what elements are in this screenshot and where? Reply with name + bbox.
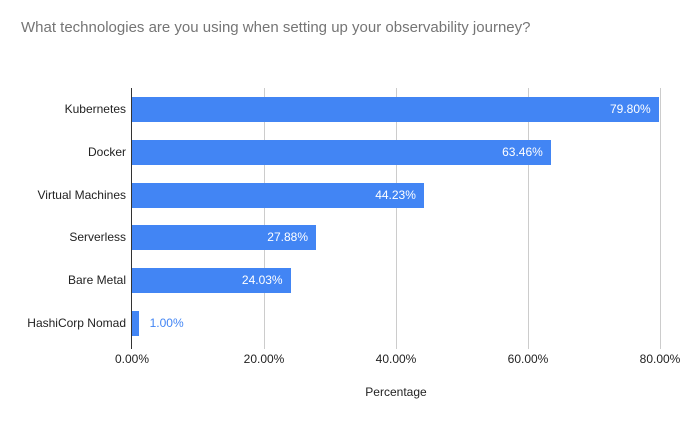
bar-value-label: 44.23%: [375, 187, 416, 202]
bar-serverless[interactable]: [132, 225, 316, 251]
bar-value-label: 27.88%: [267, 230, 308, 245]
x-tick-label: 80.00%: [639, 352, 681, 366]
x-tick-label: 0.00%: [114, 352, 150, 366]
bar-value-label: 1.00%: [149, 316, 184, 331]
y-axis-line: [131, 88, 132, 349]
chart-title: What technologies are you using when set…: [21, 19, 531, 36]
bar-virtual-machines[interactable]: [132, 182, 424, 208]
bar-value-label: 79.80%: [609, 101, 651, 116]
bar-hashicorp-nomad[interactable]: [132, 311, 139, 337]
category-label: Virtual Machines: [37, 187, 127, 202]
x-tick-label: 20.00%: [243, 352, 285, 366]
category-label: Kubernetes: [64, 101, 126, 116]
gridline: [528, 88, 529, 349]
category-label: Serverless: [69, 230, 126, 245]
bar-docker[interactable]: [132, 139, 551, 165]
gridline: [264, 88, 265, 349]
x-tick-label: 40.00%: [375, 352, 417, 366]
bar-value-label: 63.46%: [502, 144, 543, 159]
x-axis-title: Percentage: [365, 385, 427, 399]
bar-kubernetes[interactable]: [132, 96, 659, 122]
category-label: Bare Metal: [67, 273, 126, 288]
gridline: [660, 88, 661, 349]
bar-value-label: 24.03%: [241, 273, 283, 288]
category-label: Docker: [87, 144, 126, 159]
category-label: HashiCorp Nomad: [27, 316, 126, 331]
x-tick-label: 60.00%: [507, 352, 549, 366]
gridline: [396, 88, 397, 349]
bar-bare-metal[interactable]: [132, 268, 291, 294]
